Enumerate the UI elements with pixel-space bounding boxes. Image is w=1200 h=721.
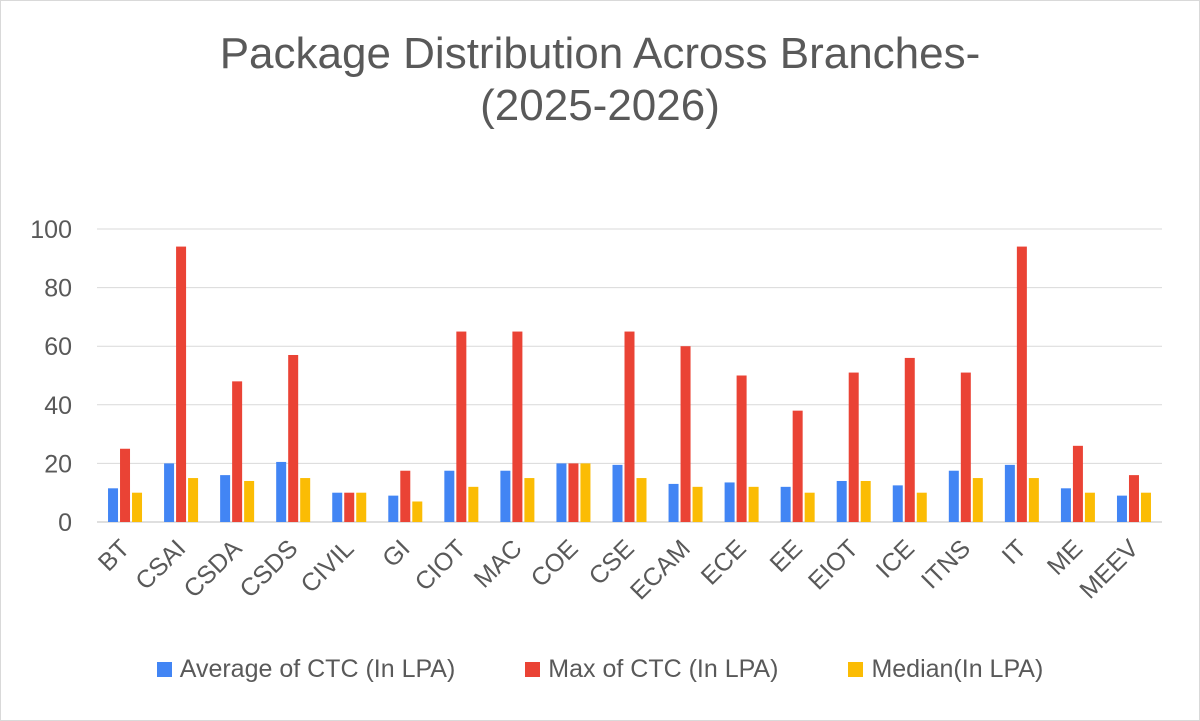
legend-label-average: Average of CTC (In LPA) [179,655,456,683]
bar [524,478,535,522]
y-tick-label: 60 [44,333,72,361]
bar [188,478,199,522]
bar [176,246,187,522]
x-tick-label: CSDS [235,534,304,603]
bar [456,331,467,522]
chart-title-line2: (2025-2026) [480,81,720,130]
bar [948,470,959,522]
y-tick-label: 40 [44,392,72,420]
x-tick-label: MEEV [1074,534,1144,604]
bar [232,381,243,522]
bar [1116,495,1127,522]
bar [960,372,971,522]
y-axis: 0 20 40 60 80 100 [30,216,72,537]
bar [468,486,479,522]
bar [568,463,579,522]
y-tick-label: 100 [30,216,72,244]
bar [892,485,903,522]
bar [512,331,523,522]
bar [636,478,647,522]
legend: Average of CTC (In LPA) Max of CTC (In L… [0,655,1200,684]
x-tick-label: BT [93,534,135,576]
x-tick-label: ECE [696,534,752,590]
bar [108,488,119,522]
legend-swatch-max [525,662,541,677]
bar [220,475,231,522]
bar [1128,475,1139,522]
bar [692,486,703,522]
bar [412,501,423,522]
bar [300,478,311,522]
x-tick-label: CIOT [410,534,472,596]
y-tick-label: 20 [44,450,72,478]
x-tick-label: CSDA [178,534,247,603]
bar [276,461,287,522]
bar [916,492,927,522]
x-tick-label: EE [765,534,808,577]
bar [356,492,367,522]
bar [1028,478,1039,522]
bar [748,486,759,522]
legend-swatch-median [848,662,864,677]
bar [972,478,983,522]
bar [244,480,255,522]
bar [1004,464,1015,522]
legend-item-median: Median(In LPA) [848,655,1043,684]
x-tick-label: ECAM [625,534,696,605]
bar [724,482,735,522]
x-tick-label: ME [1042,534,1088,580]
legend-item-max: Max of CTC (In LPA) [525,655,778,684]
x-tick-label: GI [377,534,415,572]
bar [1140,492,1151,522]
bar [1060,488,1071,522]
bar [132,492,143,522]
bar [500,470,511,522]
x-tick-label: ITNS [916,534,976,594]
bar [1016,246,1027,522]
bar [836,480,847,522]
legend-item-average: Average of CTC (In LPA) [156,655,456,684]
bar [792,410,803,522]
y-tick-label: 80 [44,275,72,303]
bar [736,375,747,522]
legend-label-median: Median(In LPA) [871,655,1044,683]
legend-label-max: Max of CTC (In LPA) [548,655,779,683]
bar [164,463,175,522]
x-tick-label: EIOT [803,534,864,595]
bar [556,463,567,522]
bar [860,480,871,522]
bar [904,357,915,522]
x-tick-label: ICE [871,534,920,583]
bar [1072,445,1083,522]
bar [120,448,131,522]
bar [668,483,679,522]
y-tick-label: 0 [58,509,72,537]
x-tick-label: COE [526,534,584,592]
bar [444,470,455,522]
bar [332,492,343,522]
chart-title: Package Distribution Across Branches- (2… [0,28,1200,132]
bar [388,495,399,522]
bar [848,372,859,522]
bar [612,464,623,522]
bar [400,470,411,522]
bar [288,354,299,522]
bar [624,331,635,522]
bar [680,346,691,522]
bar [804,492,815,522]
x-tick-label: MAC [469,534,528,593]
bar [1084,492,1095,522]
x-tick-label: CIVIL [295,534,359,598]
chart-title-line1: Package Distribution Across Branches- [219,29,981,78]
bars [108,246,1151,522]
bar [344,492,355,522]
bar [580,463,591,522]
x-tick-label: IT [997,534,1033,570]
bar [780,486,791,522]
legend-swatch-average [156,662,172,677]
